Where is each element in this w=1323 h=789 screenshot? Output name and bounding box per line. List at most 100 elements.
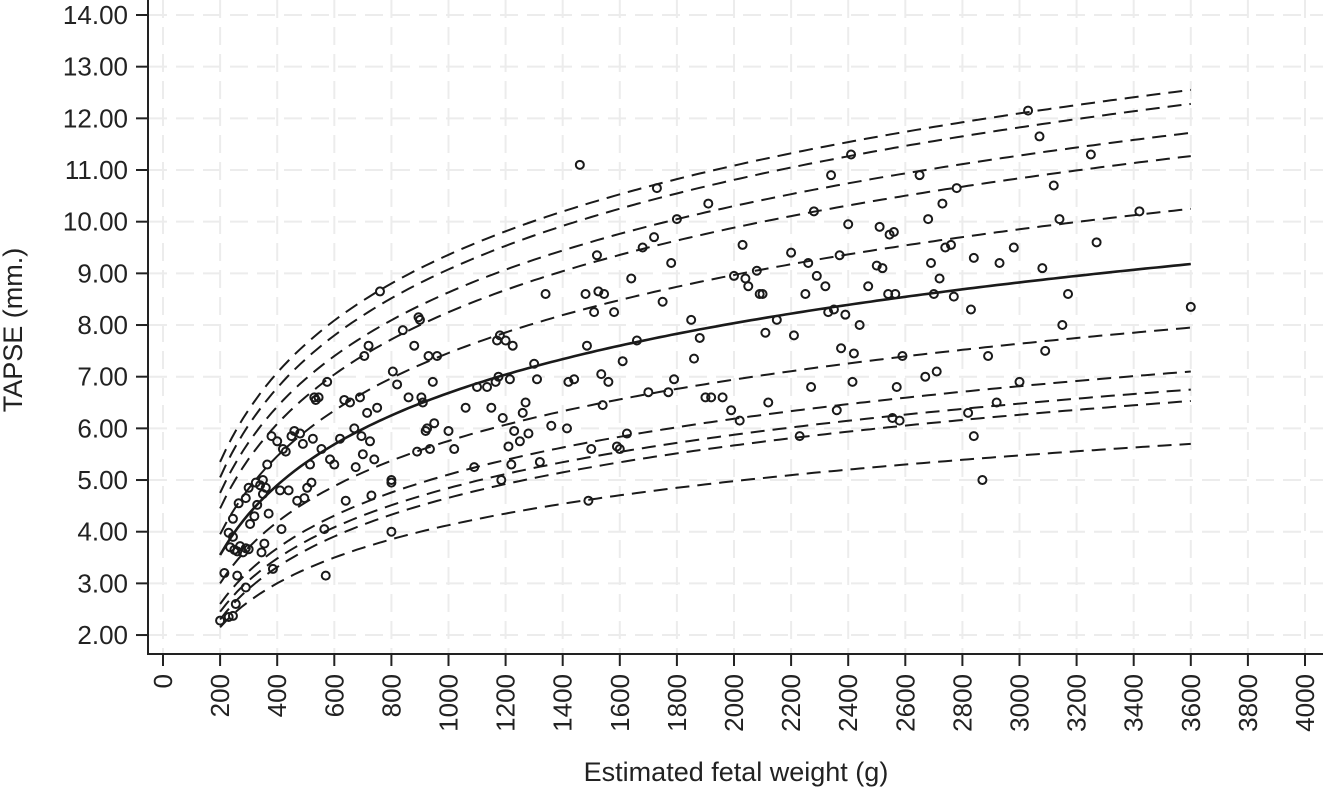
data-point	[823, 307, 834, 318]
x-tick-label: 800	[376, 674, 406, 717]
data-point	[350, 462, 361, 473]
data-point	[1134, 206, 1145, 217]
data-point	[940, 242, 951, 253]
data-point	[386, 477, 397, 488]
centile-curve-dashed	[219, 131, 1191, 494]
data-point	[846, 149, 857, 160]
data-point	[449, 444, 460, 455]
data-point	[307, 433, 318, 444]
data-point	[603, 376, 614, 387]
data-point	[591, 250, 602, 261]
data-point	[657, 296, 668, 307]
data-point	[843, 219, 854, 230]
data-point	[581, 340, 592, 351]
x-tick-label: 3600	[1176, 674, 1206, 732]
data-point	[561, 423, 572, 434]
data-point	[340, 495, 351, 506]
data-point	[243, 544, 254, 555]
data-point	[472, 382, 483, 393]
data-point	[925, 258, 936, 269]
data-point	[232, 570, 243, 581]
data-point	[914, 170, 925, 181]
data-point	[1085, 149, 1096, 160]
data-point	[306, 477, 317, 488]
data-point	[486, 402, 497, 413]
data-point	[422, 423, 433, 434]
data-point	[295, 428, 306, 439]
y-tick-label: 5.00	[77, 465, 128, 495]
data-point	[934, 273, 945, 284]
data-point	[366, 490, 377, 501]
data-point	[496, 475, 507, 486]
data-point	[305, 459, 316, 470]
data-point	[532, 374, 543, 385]
data-point	[267, 563, 278, 574]
data-point	[546, 420, 557, 431]
data-point	[703, 198, 714, 209]
data-point	[227, 513, 238, 524]
data-point	[631, 335, 642, 346]
x-tick-label: 3000	[1005, 674, 1035, 732]
data-point	[589, 307, 600, 318]
data-point	[1023, 105, 1034, 116]
centile-curve-dashed	[219, 207, 1191, 535]
data-point	[1014, 376, 1025, 387]
data-point	[356, 431, 367, 442]
x-tick-label: 200	[205, 674, 235, 717]
data-point	[504, 374, 515, 385]
data-point	[737, 239, 748, 250]
x-tick-label: 1000	[434, 674, 464, 732]
x-tick-label: 2600	[890, 674, 920, 732]
data-point	[1048, 180, 1059, 191]
x-tick-label: 2800	[947, 674, 977, 732]
data-point	[427, 376, 438, 387]
data-point	[786, 247, 797, 258]
y-tick-label: 4.00	[77, 517, 128, 547]
x-tick-label: 3800	[1233, 674, 1263, 732]
y-tick-label: 6.00	[77, 413, 128, 443]
y-tick-label: 13.00	[63, 52, 128, 82]
data-point	[1063, 289, 1074, 300]
data-point	[349, 423, 360, 434]
data-point	[626, 273, 637, 284]
data-point	[316, 444, 327, 455]
data-point	[891, 382, 902, 393]
data-point	[834, 250, 845, 261]
data-point	[286, 431, 297, 442]
data-point	[643, 387, 654, 398]
centile-curves	[218, 88, 1191, 628]
data-point	[1040, 345, 1051, 356]
data-point	[297, 438, 308, 449]
data-point	[888, 227, 899, 238]
centile-curve-dashed	[219, 155, 1191, 509]
data-point	[808, 206, 819, 217]
data-point	[871, 260, 882, 271]
data-point	[651, 183, 662, 194]
y-tick-label: 2.00	[77, 620, 128, 650]
data-point	[1034, 131, 1045, 142]
y-axis-ticks: 2.00 3.00 4.00 5.00 6.00 7.00 8.00 9.00 10.00 11.…	[63, 0, 148, 650]
data-point	[854, 320, 865, 331]
data-point	[490, 376, 501, 387]
data-point	[820, 281, 831, 292]
data-point	[1037, 263, 1048, 274]
data-point	[983, 351, 994, 362]
data-point	[362, 407, 373, 418]
data-point	[339, 394, 350, 405]
data-point	[423, 351, 434, 362]
data-point	[245, 518, 256, 529]
data-point	[968, 252, 979, 263]
x-tick-label: 400	[262, 674, 292, 717]
data-point	[828, 304, 839, 315]
data-point	[1185, 301, 1196, 312]
data-point	[232, 546, 243, 557]
data-point	[963, 407, 974, 418]
data-point	[890, 289, 901, 300]
data-point	[937, 198, 948, 209]
data-point	[586, 444, 597, 455]
data-point	[416, 392, 427, 403]
data-point	[863, 281, 874, 292]
data-point	[1091, 237, 1102, 248]
data-point	[523, 428, 534, 439]
